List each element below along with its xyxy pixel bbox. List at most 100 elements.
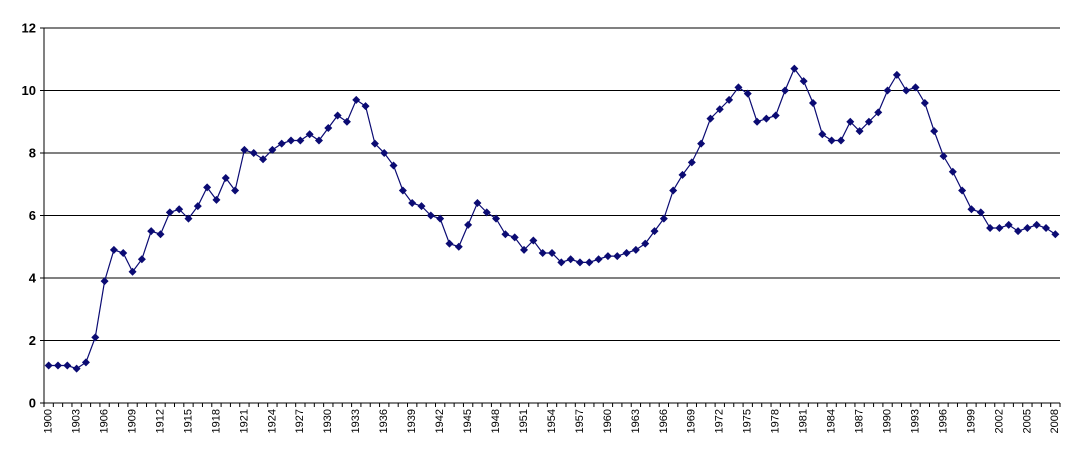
data-point xyxy=(650,227,659,236)
data-point xyxy=(743,89,752,98)
y-axis-tick-labels: 0 2 4 6 8 10 12 xyxy=(22,21,37,411)
data-point xyxy=(492,214,501,223)
x-tick-label: 1978 xyxy=(770,409,782,433)
data-point xyxy=(902,86,911,95)
data-point xyxy=(622,249,631,257)
y-tick-label: 10 xyxy=(22,83,36,98)
y-tick-label: 0 xyxy=(29,396,36,411)
data-point xyxy=(436,214,445,223)
x-tick-label: 1972 xyxy=(714,409,726,433)
data-point xyxy=(63,361,72,370)
data-point xyxy=(342,117,351,126)
data-point xyxy=(268,145,277,154)
data-point xyxy=(361,102,370,111)
data-point xyxy=(333,111,342,120)
data-point xyxy=(566,255,575,264)
data-point xyxy=(380,149,389,157)
data-point xyxy=(53,361,62,370)
data-point xyxy=(986,224,995,232)
x-tick-label: 1981 xyxy=(798,409,810,433)
data-point xyxy=(389,161,398,170)
x-tick-label: 1903 xyxy=(71,409,83,433)
data-point xyxy=(184,214,193,223)
data-point xyxy=(464,220,473,229)
data-point xyxy=(296,136,305,145)
data-point xyxy=(324,124,333,132)
data-point xyxy=(585,258,594,267)
data-point xyxy=(529,236,538,245)
data-point xyxy=(1032,220,1041,229)
data-point xyxy=(156,230,165,239)
data-point xyxy=(119,249,128,257)
x-tick-label: 1954 xyxy=(546,409,558,433)
x-tick-label: 1933 xyxy=(350,409,362,433)
x-tick-label: 2008 xyxy=(1049,409,1061,433)
x-tick-label: 1945 xyxy=(462,409,474,433)
data-point xyxy=(883,86,892,95)
x-tick-label: 2005 xyxy=(1021,409,1033,433)
data-point xyxy=(613,252,622,261)
data-point xyxy=(939,152,948,161)
data-point xyxy=(790,64,799,73)
x-tick-label: 1987 xyxy=(854,409,866,433)
x-tick-label: 1900 xyxy=(43,409,55,433)
x-tick-label: 1942 xyxy=(434,409,446,433)
data-point xyxy=(697,139,706,148)
y-tick-label: 6 xyxy=(29,208,36,223)
data-point xyxy=(687,158,696,167)
x-tick-label: 1909 xyxy=(126,409,138,433)
y-tick-label: 8 xyxy=(29,146,36,161)
x-tick-label: 1969 xyxy=(686,409,698,433)
series xyxy=(44,64,1060,373)
data-point xyxy=(659,214,668,223)
x-tick-label: 1993 xyxy=(909,409,921,433)
data-point xyxy=(920,99,929,107)
data-point xyxy=(277,139,286,148)
data-point xyxy=(109,245,118,254)
data-point xyxy=(212,195,221,204)
x-tick-label: 1966 xyxy=(658,409,670,433)
data-point xyxy=(1051,230,1060,239)
data-point xyxy=(259,155,268,164)
x-tick-label: 1927 xyxy=(294,409,306,433)
data-point xyxy=(1042,224,1051,232)
data-point xyxy=(398,186,407,195)
data-point xyxy=(594,255,603,264)
data-point xyxy=(846,117,855,126)
data-point xyxy=(669,186,678,195)
y-tick-label: 4 xyxy=(29,271,37,286)
data-point xyxy=(706,114,715,123)
x-tick-label: 1990 xyxy=(881,409,893,433)
data-point xyxy=(958,186,967,195)
x-tick-label: 1939 xyxy=(406,409,418,433)
x-tick-label: 1936 xyxy=(378,409,390,433)
data-point xyxy=(100,277,109,286)
data-point xyxy=(818,130,827,139)
data-point xyxy=(482,208,491,217)
data-point xyxy=(44,361,53,370)
x-axis-tick-labels: 1900 1903 1906 1909 1912 1915 1918 1921 1924 1927… xyxy=(43,409,1062,433)
data-point xyxy=(370,139,379,148)
data-point xyxy=(995,224,1004,232)
data-point xyxy=(548,249,556,257)
data-point xyxy=(836,136,845,145)
data-point xyxy=(240,145,249,154)
data-point xyxy=(221,174,230,182)
x-tick-label: 1957 xyxy=(574,409,586,433)
data-point xyxy=(454,242,463,251)
y-tick-label: 2 xyxy=(29,333,36,348)
data-point xyxy=(314,136,323,145)
data-point xyxy=(575,258,584,267)
x-tick-label: 1996 xyxy=(937,409,949,433)
x-tick-label: 2002 xyxy=(993,409,1005,433)
data-point xyxy=(603,252,612,261)
data-point xyxy=(231,186,240,195)
data-point xyxy=(1014,227,1023,236)
data-point xyxy=(445,239,454,248)
data-point xyxy=(734,83,743,92)
data-point xyxy=(1023,224,1032,232)
data-point xyxy=(781,86,790,95)
data-point xyxy=(641,239,650,248)
data-point xyxy=(137,255,146,264)
data-point xyxy=(771,111,780,120)
